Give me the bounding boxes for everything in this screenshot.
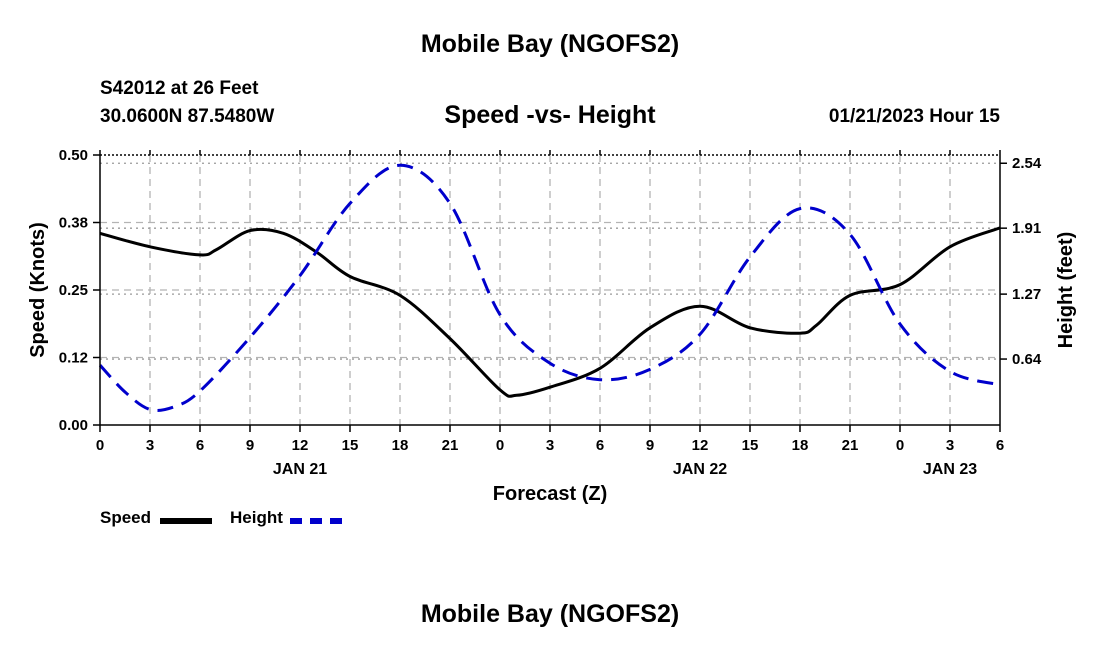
legend-height-label: Height — [230, 508, 283, 527]
page-title: Mobile Bay (NGOFS2) — [420, 30, 680, 58]
y-tick-label: 0.12 — [59, 350, 88, 367]
x-tick-label: 21 — [842, 437, 859, 454]
x-tick-label: 21 — [442, 437, 459, 454]
axes-layer — [93, 150, 1007, 432]
x-tick-label: 6 — [596, 437, 604, 454]
x-date-label: JAN 21 — [273, 461, 327, 478]
legend-height-swatch — [290, 518, 342, 524]
x-tick-label: 3 — [146, 437, 154, 454]
chart-title: Speed -vs- Height — [444, 101, 656, 129]
x-tick-label: 15 — [342, 437, 359, 454]
grid-layer — [100, 155, 1000, 425]
x-tick-label: 3 — [946, 437, 954, 454]
x-date-label: JAN 22 — [673, 461, 727, 478]
x-tick-label: 6 — [196, 437, 204, 454]
x-tick-label: 12 — [292, 437, 309, 454]
page-title-bottom: Mobile Bay (NGOFS2) — [420, 600, 680, 628]
x-tick-label: 15 — [742, 437, 759, 454]
y2-tick-label: 2.54 — [1012, 155, 1042, 172]
y-tick-label: 0.00 — [59, 417, 88, 434]
legend-speed-label: Speed — [100, 508, 152, 527]
x-tick-label: 12 — [692, 437, 709, 454]
run-time-label: 01/21/2023 Hour 15 — [828, 106, 1000, 127]
x-tick-label: 18 — [392, 437, 409, 454]
y2-tick-label: 0.64 — [1012, 351, 1042, 368]
series-line-height — [98, 163, 1001, 412]
x-tick-label: 0 — [496, 437, 504, 454]
labels-layer: 0 3 6 9 12 15 18 21 0 3 6 9 12 15 18 21 0 3 6 JAN 21 JAN 22 J… — [27, 147, 1077, 505]
y2-tick-label: 1.27 — [1012, 286, 1041, 303]
y-tick-label: 0.50 — [59, 147, 88, 164]
x-tick-label: 3 — [546, 437, 554, 454]
x-tick-label: 9 — [246, 437, 254, 454]
x-tick-label: 0 — [896, 437, 904, 454]
coordinates-label: 30.0600N 87.5480W — [100, 106, 275, 127]
legend-speed-swatch — [160, 518, 212, 524]
series-line-speed — [99, 226, 1001, 398]
x-tick-label: 9 — [646, 437, 654, 454]
x-date-label: JAN 23 — [923, 461, 977, 478]
x-tick-label: 18 — [792, 437, 809, 454]
x-tick-label: 6 — [996, 437, 1004, 454]
y-tick-label: 0.38 — [59, 215, 88, 232]
y2-axis-title: Height (feet) — [1055, 232, 1077, 349]
y-tick-label: 0.25 — [59, 282, 88, 299]
y2-tick-label: 1.91 — [1012, 220, 1041, 237]
x-tick-label: 0 — [96, 437, 104, 454]
series-layer — [98, 163, 1001, 412]
station-label: S42012 at 26 Feet — [100, 78, 259, 99]
x-axis-title: Forecast (Z) — [493, 483, 607, 505]
y-axis-title: Speed (Knots) — [27, 222, 49, 358]
